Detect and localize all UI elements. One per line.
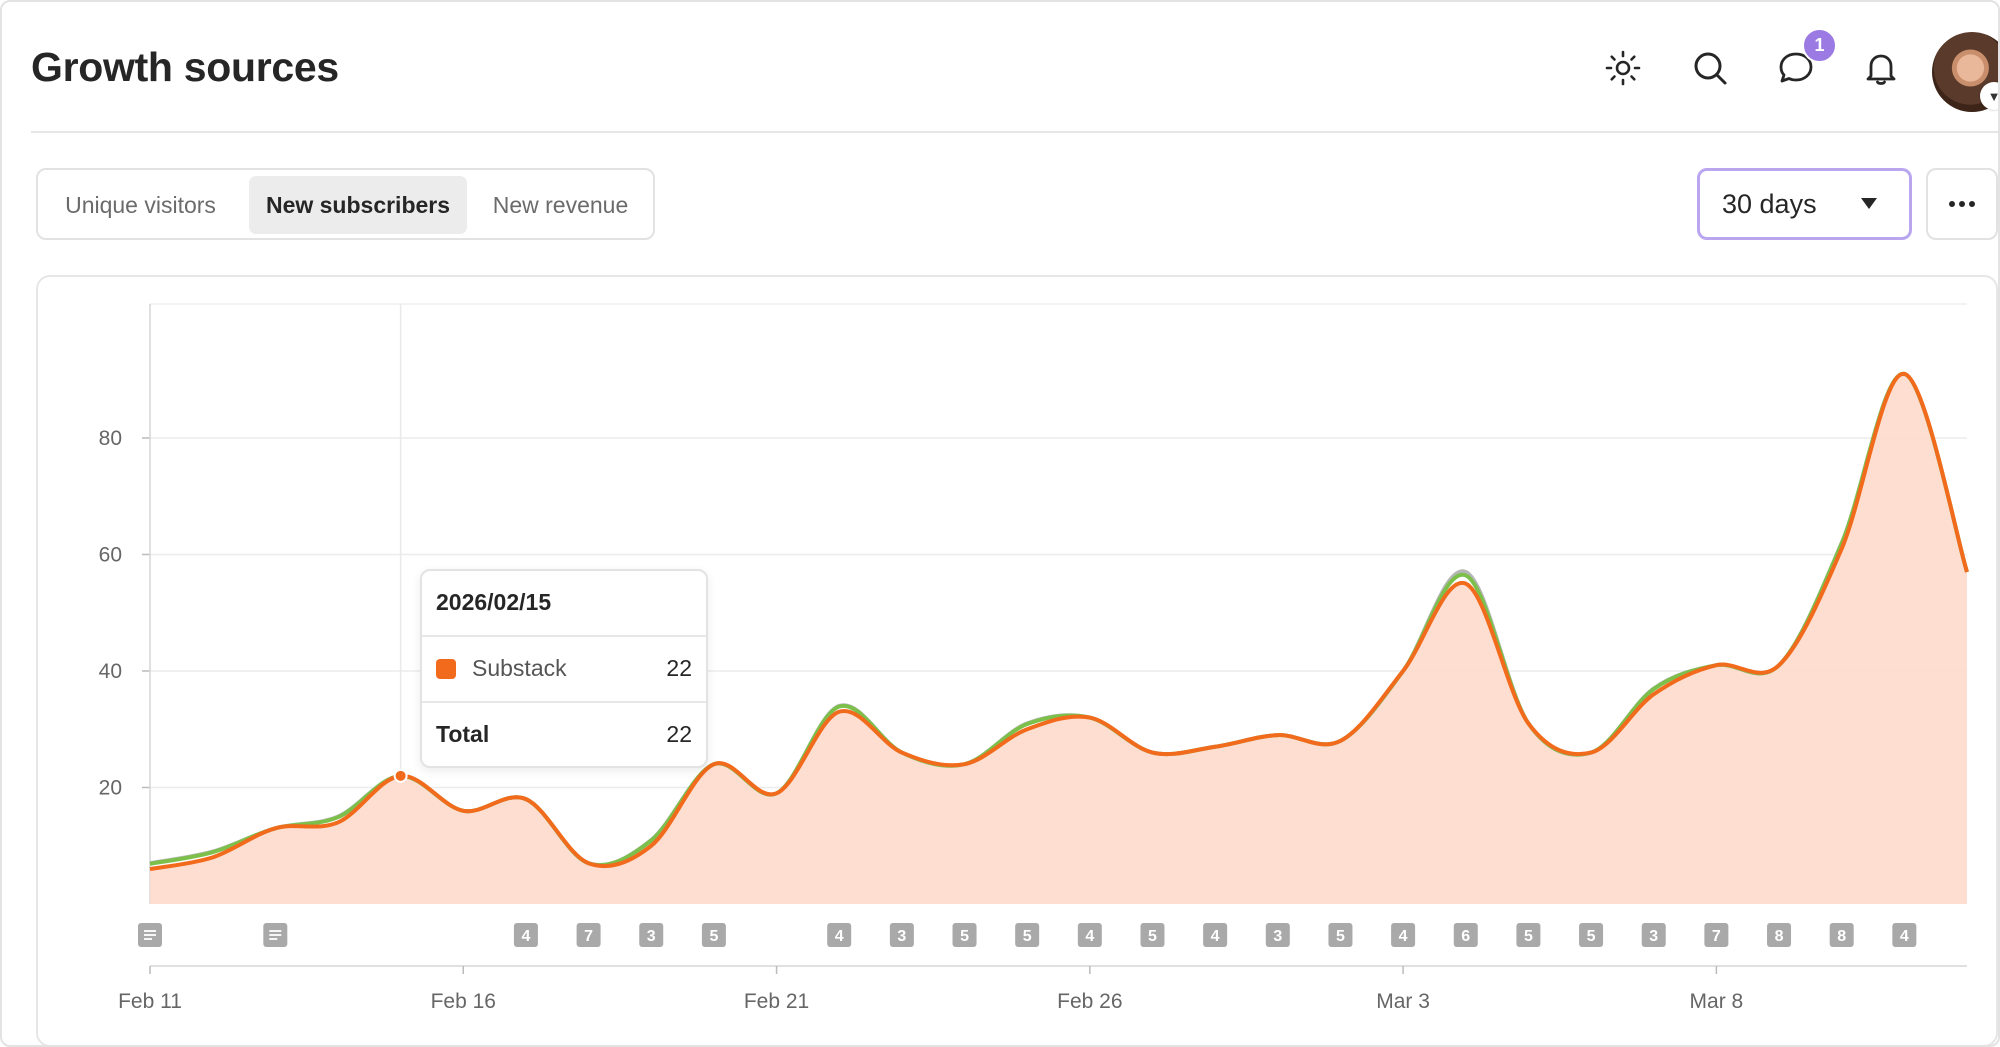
y-tick-label: 20 [99,776,122,799]
event-marker [1641,923,1666,947]
event-marker [1829,923,1854,947]
x-tick-label: Feb 11 [118,990,182,1013]
tooltip-date: 2026/02/15 [436,589,552,615]
event-marker [1391,923,1416,947]
event-marker-label: 6 [1461,928,1470,945]
event-marker-label: 8 [1775,928,1784,945]
event-marker [1579,923,1604,947]
event-marker [1077,923,1102,947]
event-marker-label: 4 [1211,928,1220,945]
header-divider [31,131,1998,133]
chart-tooltip: 2026/02/15 Substack 22 Total 22 [420,569,708,768]
event-marker-label: 4 [521,928,530,945]
event-marker-label: 8 [1837,928,1846,945]
event-marker [701,923,726,947]
event-marker [1704,923,1729,947]
event-marker [1203,923,1228,947]
event-marker-label: 3 [1649,928,1658,945]
event-marker [576,923,601,947]
substack-area [150,373,1967,904]
tab-new-subscribers[interactable]: New subscribers [249,176,467,234]
tab-unique-visitors[interactable]: Unique visitors [65,191,216,218]
event-marker [1015,923,1040,947]
event-marker-label: 7 [584,928,593,945]
x-tick-label: Mar 3 [1376,990,1430,1013]
tooltip-total-label: Total [436,721,490,747]
substack-swatch [436,658,456,679]
theme-toggle-button[interactable] [1599,44,1647,92]
bell-icon [1866,54,1896,85]
caret-down-icon [1861,198,1877,209]
event-marker-label: 5 [960,928,969,945]
event-marker [1453,923,1478,947]
more-options-button[interactable] [1926,168,1998,240]
chart-card [36,275,1998,1045]
header: Growth sources 1 [2,2,1998,133]
event-marker [513,923,538,947]
date-range-value: 30 days [1722,188,1817,219]
event-marker-label: 5 [709,928,718,945]
tooltip-total-value: 22 [666,721,692,747]
substack-line [149,371,1969,872]
x-tick-label: Feb 21 [744,990,809,1013]
event-marker [1140,923,1165,947]
event-marker-label: 5 [1587,928,1596,945]
messages-button[interactable] [1772,44,1820,92]
x-tick-label: Feb 16 [431,990,496,1013]
more-icon [1949,201,1955,207]
search-icon [1694,52,1727,85]
tooltip-divider [422,635,706,637]
chat-icon [1779,52,1813,83]
y-tick-label: 80 [99,427,122,450]
event-marker [889,923,914,947]
event-marker-label: 5 [1524,928,1533,945]
x-tick-label: Feb 26 [1057,990,1122,1013]
sun-icon [1605,50,1641,86]
event-marker-label: 3 [897,928,906,945]
event-marker-label: 3 [647,928,656,945]
messages-badge: 1 [1802,28,1837,63]
tooltip-series-value: 22 [666,655,692,681]
event-marker [639,923,664,947]
tab-new-revenue[interactable]: New revenue [492,191,629,218]
hover-point [393,768,408,783]
event-marker-label: 4 [1900,928,1909,945]
y-tick-label: 40 [99,660,122,683]
x-tick-label: Mar 8 [1690,990,1744,1013]
event-marker [1516,923,1541,947]
event-marker-label: 7 [1712,928,1721,945]
y-tick-label: 60 [99,543,122,566]
search-button[interactable] [1686,44,1734,92]
event-marker-label: 4 [1085,928,1094,945]
event-marker-label: 4 [835,928,844,945]
tooltip-divider [422,701,706,703]
notifications-button[interactable] [1857,44,1905,92]
chevron-down-icon[interactable]: ▼ [1980,82,1998,110]
event-marker [827,923,852,947]
tooltip-series-label: Substack [472,655,567,681]
event-marker [1265,923,1290,947]
event-marker-label: 3 [1273,928,1282,945]
date-range-select[interactable]: 30 days [1697,168,1912,240]
event-marker-label: 5 [1023,928,1032,945]
event-marker [1328,923,1353,947]
metric-tabs: Unique visitors New subscribers New reve… [36,168,655,240]
page-title: Growth sources [31,44,339,90]
event-marker-label: 5 [1148,928,1157,945]
event-marker [1892,923,1917,947]
event-marker [952,923,977,947]
event-marker [1767,923,1792,947]
event-marker-label: 5 [1336,928,1345,945]
event-marker-label: 4 [1399,928,1408,945]
